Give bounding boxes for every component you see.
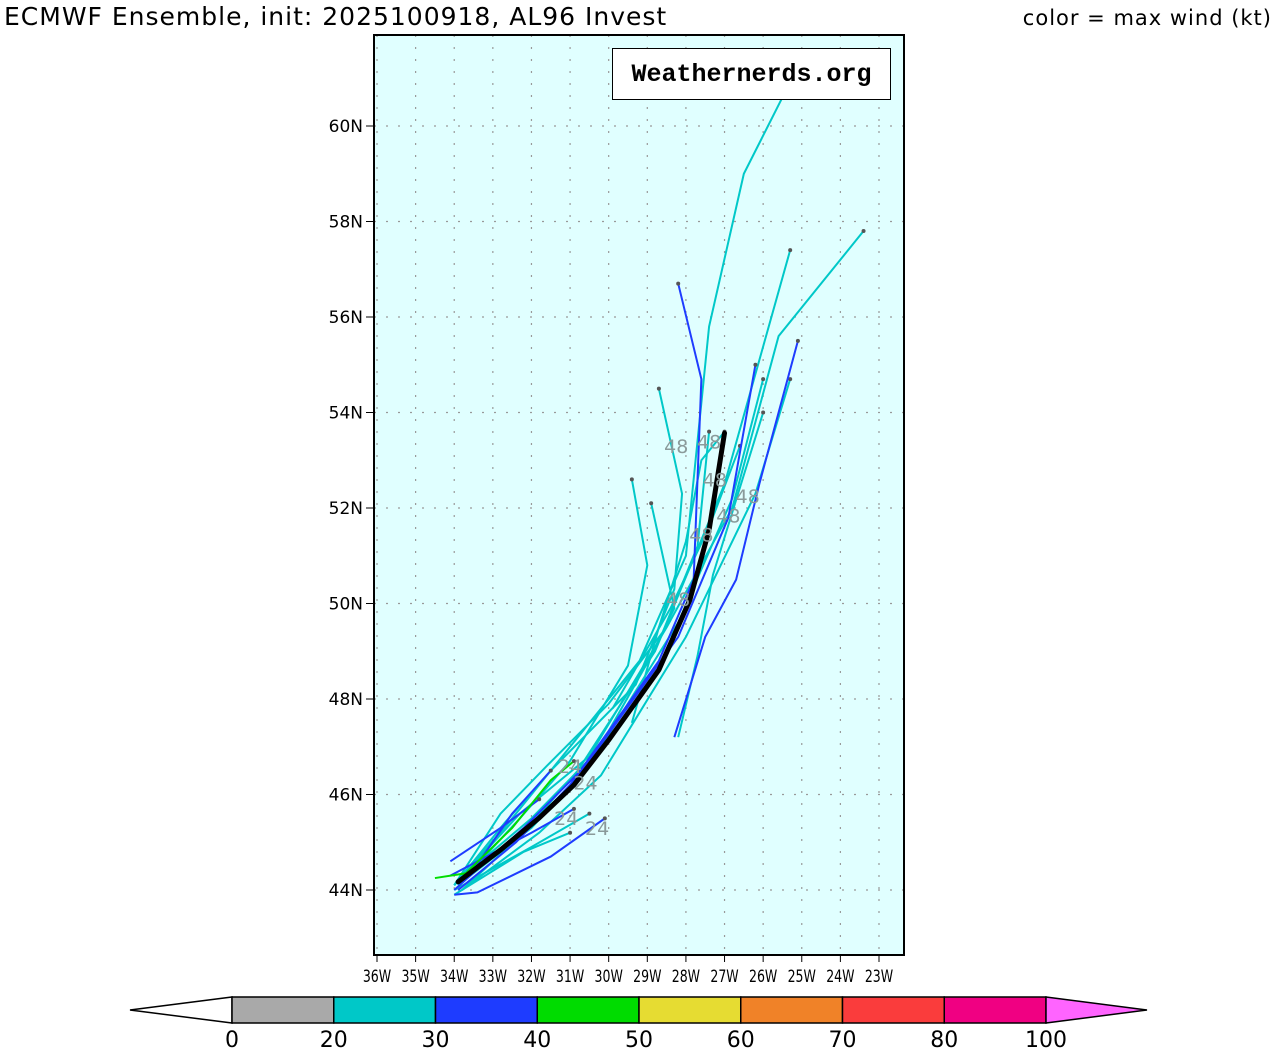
colorbar-under-arrow xyxy=(129,996,233,1024)
colorbar-label: 30 xyxy=(422,1028,450,1053)
track-point xyxy=(861,229,866,234)
ensemble-mean-track xyxy=(455,430,728,885)
forecast-hour-label: 48 xyxy=(716,505,740,527)
track-point xyxy=(537,797,542,802)
track-point xyxy=(629,477,634,482)
weathernerds-logo: Weathernerds.org xyxy=(612,48,891,100)
track-point xyxy=(649,501,654,506)
lat-tick-label: 46N xyxy=(329,786,363,806)
lat-tick-label: 60N xyxy=(329,117,363,137)
forecast-hour-label: 24 xyxy=(573,773,597,795)
forecast-hour-label: 48 xyxy=(689,524,713,546)
track-point xyxy=(761,410,766,415)
track-point xyxy=(707,429,712,434)
colorbar-bin xyxy=(841,996,945,1024)
member-track xyxy=(457,283,703,891)
track-point xyxy=(656,386,661,391)
color-legend-caption: color = max wind (kt) xyxy=(1022,6,1272,30)
track-point xyxy=(676,281,681,286)
forecast-hour-label: 48 xyxy=(736,486,760,508)
member-track xyxy=(453,831,571,896)
forecast-hour-label: 24 xyxy=(558,756,582,778)
member-track xyxy=(453,431,711,886)
forecast-hour-label: 48 xyxy=(697,431,721,453)
colorbar-over-arrow xyxy=(1045,996,1148,1024)
lat-tick-label: 48N xyxy=(329,690,363,710)
lat-tick-label: 52N xyxy=(329,499,363,519)
forecast-hour-label: 48 xyxy=(664,436,688,458)
lon-tick-label: 29W xyxy=(633,967,661,987)
track-point xyxy=(788,377,793,382)
track-point xyxy=(795,338,800,343)
colorbar-bin xyxy=(943,996,1047,1024)
colorbar-label: 20 xyxy=(320,1028,348,1053)
lon-tick-label: 23W xyxy=(865,967,893,987)
map-background xyxy=(374,35,904,955)
lon-tick-label: 36W xyxy=(363,967,391,987)
colorbar-bin xyxy=(536,996,640,1024)
colorbar-bin xyxy=(740,996,844,1024)
forecast-hour-label: 24 xyxy=(554,808,578,830)
colorbar-bin xyxy=(434,996,538,1024)
lat-tick-label: 54N xyxy=(329,404,363,424)
colorbar-label: 70 xyxy=(829,1028,857,1053)
lon-tick-label: 26W xyxy=(749,967,777,987)
forecast-hour-label: 24 xyxy=(585,818,609,840)
track-point xyxy=(761,377,766,382)
member-track xyxy=(673,340,799,738)
lat-tick-label: 44N xyxy=(329,881,363,901)
track-point xyxy=(568,830,573,835)
colorbar-bin xyxy=(333,996,437,1024)
colorbar-bin xyxy=(231,996,335,1024)
colorbar-label: 60 xyxy=(727,1028,755,1053)
lon-tick-label: 32W xyxy=(517,967,545,987)
member-track xyxy=(611,445,741,710)
track-point xyxy=(753,362,758,367)
lon-tick-label: 25W xyxy=(788,967,816,987)
lat-tick-label: 58N xyxy=(329,213,363,233)
lon-tick-label: 35W xyxy=(401,967,429,987)
track-point xyxy=(602,816,607,821)
colorbar-label: 40 xyxy=(523,1028,551,1053)
member-track xyxy=(434,760,575,880)
lon-tick-label: 33W xyxy=(479,967,507,987)
colorbar-label: 50 xyxy=(625,1028,653,1053)
forecast-hour-label: 48 xyxy=(703,470,727,492)
track-point xyxy=(788,248,793,253)
lon-tick-label: 34W xyxy=(440,967,468,987)
track-point xyxy=(571,806,576,811)
colorbar-label: 0 xyxy=(225,1028,239,1053)
lat-tick-label: 50N xyxy=(329,595,363,615)
chart-title: ECMWF Ensemble, init: 2025100918, AL96 I… xyxy=(4,2,668,31)
lon-tick-label: 31W xyxy=(556,967,584,987)
track-point xyxy=(571,759,576,764)
member-track xyxy=(453,96,784,886)
colorbar: 0 20 30 40 50 60 70 80 100 xyxy=(129,996,1148,1053)
lat-tick-label: 56N xyxy=(329,308,363,328)
member-track xyxy=(454,817,606,896)
track-point xyxy=(548,768,553,773)
lon-tick-label: 24W xyxy=(826,967,854,987)
lon-tick-label: 30W xyxy=(595,967,623,987)
colorbar-label: 80 xyxy=(930,1028,958,1053)
colorbar-label: 100 xyxy=(1025,1028,1067,1053)
member-track xyxy=(453,812,590,891)
track-point xyxy=(587,811,592,816)
forecast-hour-label: 48 xyxy=(666,589,690,611)
colorbar-bin xyxy=(638,996,742,1024)
member-track xyxy=(449,798,540,863)
map-frame xyxy=(373,34,905,956)
lon-tick-label: 27W xyxy=(710,967,738,987)
lon-tick-label: 28W xyxy=(672,967,700,987)
member-track xyxy=(630,430,726,724)
